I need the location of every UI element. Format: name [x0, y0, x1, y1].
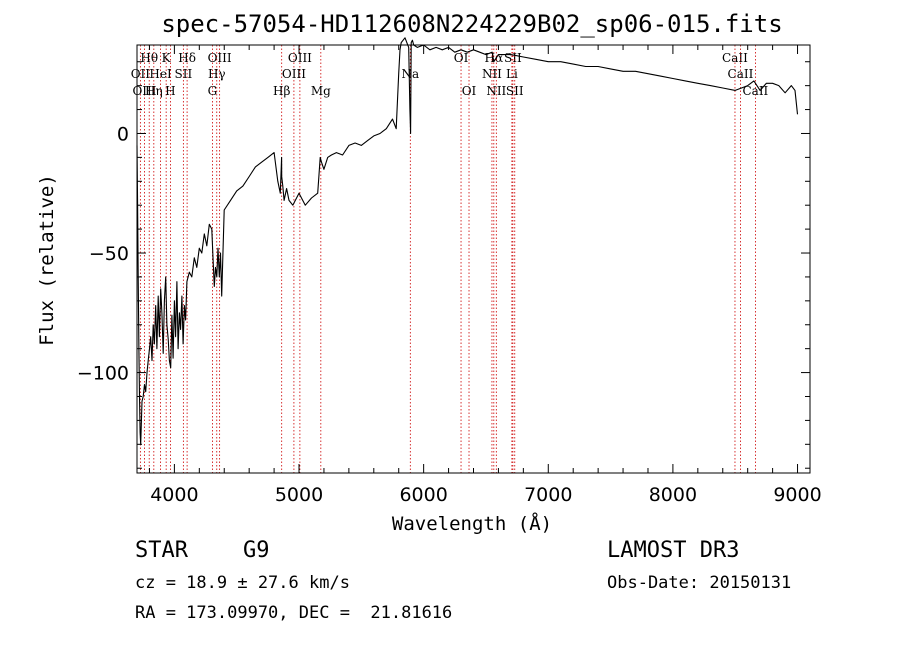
line-marker-label-20: H	[165, 84, 175, 98]
plot-frame	[136, 44, 811, 474]
line-marker-label-11: SII	[175, 67, 193, 81]
line-marker-label-12: Hγ	[208, 67, 226, 81]
line-marker-label-15: NII	[482, 67, 502, 81]
spectrum-series	[136, 37, 799, 445]
line-marker-label-23: Mg	[311, 84, 331, 98]
x-tick-label-5: 9000	[773, 484, 821, 506]
survey-name: LAMOST DR3	[607, 538, 740, 563]
x-tick-label-1: 5000	[275, 484, 323, 506]
line-marker-label-0: Hθ	[140, 51, 158, 65]
spectrum-line	[136, 37, 799, 445]
line-marker-label-8: CaII	[722, 51, 748, 65]
line-marker-label-26: SII	[506, 84, 524, 98]
line-marker-label-9: OII	[131, 67, 151, 81]
line-marker-label-10: HeI	[149, 67, 172, 81]
axes: 4000 5000 6000 7000 8000 9000 0 −50 −100	[77, 45, 822, 506]
line-marker-label-16: Li	[506, 67, 518, 81]
line-marker-label-24: OI	[462, 84, 477, 98]
line-marker-label-2: Hδ	[178, 51, 196, 65]
y-tick-label-1: −50	[89, 243, 129, 265]
line-marker-label-21: G	[208, 84, 218, 98]
line-marker-label-25: NII	[486, 84, 506, 98]
x-tick-label-0: 4000	[150, 484, 198, 506]
line-marker-label-5: OI	[454, 51, 469, 65]
y-tick-label-2: −100	[77, 363, 129, 385]
line-marker-label-14: Na	[401, 67, 419, 81]
line-marker-label-19: Hη	[145, 84, 163, 98]
x-tick-label-4: 8000	[649, 484, 697, 506]
line-marker-label-1: K	[162, 51, 172, 65]
y-tick-label-0: 0	[117, 123, 129, 145]
x-tick-label-2: 6000	[399, 484, 447, 506]
line-marker-label-22: Hβ	[273, 84, 290, 98]
line-marker-label-4: OIII	[288, 51, 312, 65]
coordinates: RA = 173.09970, DEC = 21.81616	[135, 603, 453, 623]
line-marker-label-3: OIII	[208, 51, 232, 65]
object-type: STAR	[135, 538, 188, 563]
line-marker-label-6: Hα	[485, 51, 504, 65]
line-marker-label-7: SII	[504, 51, 522, 65]
line-marker-label-13: OIII	[282, 67, 306, 81]
chart-title: spec-57054-HD112608N224229B02_sp06-015.f…	[161, 10, 782, 38]
x-axis-label: Wavelength (Å)	[392, 512, 552, 535]
x-tick-label-3: 7000	[524, 484, 572, 506]
line-marker-label-18: OIII	[132, 84, 156, 98]
observation-date: Obs-Date: 20150131	[607, 573, 792, 593]
spectral-subclass: G9	[243, 538, 270, 563]
redshift-cz: cz = 18.9 ± 27.6 km/s	[135, 573, 350, 593]
y-axis-label: Flux (relative)	[36, 174, 58, 346]
line-marker-label-17: CaII	[728, 67, 754, 81]
